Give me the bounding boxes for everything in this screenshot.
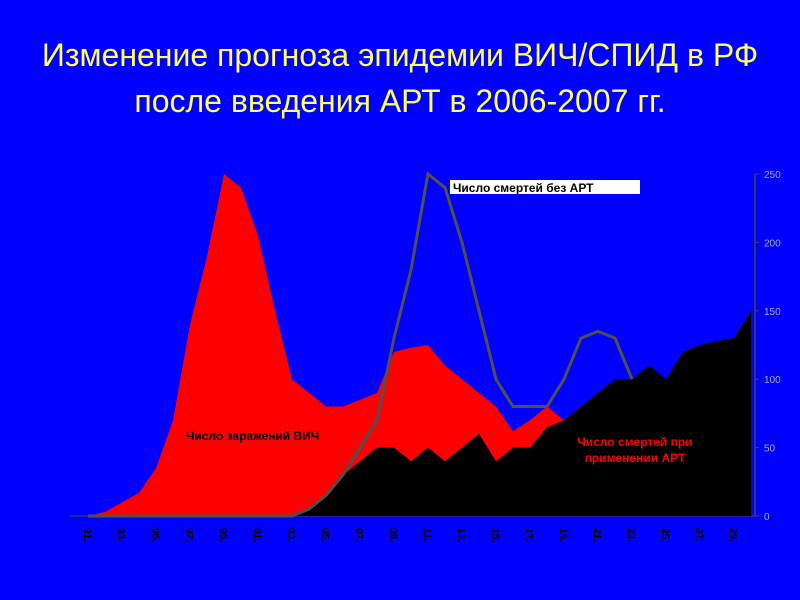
x-tick-label: 11. [421, 528, 432, 542]
x-tick-label: 05. [319, 528, 330, 542]
x-tick-label: 27. [693, 528, 704, 542]
x-tick-label: 13. [455, 528, 466, 542]
y-tick-label: 150 [764, 307, 781, 318]
x-tick-label: 91. [81, 528, 92, 542]
x-tick-label: 93. [115, 528, 126, 542]
x-tick-label: 15. [489, 528, 500, 542]
area [88, 310, 751, 516]
x-tick-label: 19. [557, 528, 568, 542]
x-tick-label: 01. [251, 528, 262, 542]
chart-title: Изменение прогноза эпидемии ВИЧ/СПИД в Р… [41, 37, 759, 119]
x-tick-label: 29. [727, 528, 738, 542]
x-tick-label: 97. [183, 528, 194, 542]
series-label: Число заражений ВИЧ [186, 429, 319, 443]
x-tick-label: 03. [285, 528, 296, 542]
x-tick-label: 21. [591, 528, 602, 542]
y-tick-label: 100 [764, 375, 781, 386]
series-label: Число смертей при применении АРТ [577, 435, 693, 465]
y-tick-label: 0 [764, 512, 770, 523]
y-tick-label: 200 [764, 238, 781, 249]
x-tick-label: 99. [217, 528, 228, 542]
y-tick-label: 250 [764, 170, 781, 181]
x-tick-label: 17. [523, 528, 534, 542]
area [88, 174, 615, 516]
label-bg [450, 180, 640, 194]
x-tick-label: 23. [625, 528, 636, 542]
series-label-box: Число смертей при применении АРТ [577, 435, 693, 465]
line [88, 171, 634, 518]
x-tick-label: 09. [387, 528, 398, 542]
series-label: Число смертей без АРТ [453, 181, 594, 195]
x-tick-label: 25. [659, 528, 670, 542]
x-tick-label: 95. [149, 528, 160, 542]
y-tick-label: 50 [764, 444, 776, 455]
x-tick-label: 07. [353, 528, 364, 542]
